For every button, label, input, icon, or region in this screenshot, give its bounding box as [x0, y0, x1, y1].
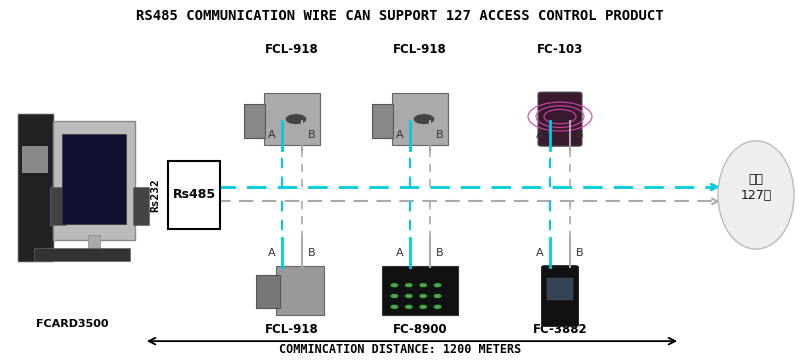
Circle shape	[414, 115, 434, 123]
Text: FCL-918: FCL-918	[265, 43, 319, 56]
Text: RS485 COMMUNICATION WIRE CAN SUPPORT 127 ACCESS CONTROL PRODUCT: RS485 COMMUNICATION WIRE CAN SUPPORT 127…	[136, 9, 664, 23]
Text: B: B	[308, 130, 316, 140]
FancyBboxPatch shape	[133, 187, 149, 225]
FancyBboxPatch shape	[382, 266, 458, 315]
Text: FCARD3500: FCARD3500	[36, 318, 108, 329]
FancyBboxPatch shape	[50, 187, 66, 225]
FancyBboxPatch shape	[538, 92, 582, 146]
Text: FCL-918: FCL-918	[265, 323, 319, 336]
Text: B: B	[576, 130, 584, 140]
Circle shape	[406, 305, 412, 308]
FancyBboxPatch shape	[18, 114, 53, 261]
Ellipse shape	[718, 141, 794, 249]
FancyBboxPatch shape	[22, 164, 48, 173]
Text: FC-8900: FC-8900	[393, 323, 447, 336]
Circle shape	[434, 295, 441, 297]
FancyBboxPatch shape	[373, 104, 394, 138]
Text: FC-103: FC-103	[537, 43, 583, 56]
FancyBboxPatch shape	[542, 266, 578, 326]
Circle shape	[434, 305, 441, 308]
FancyBboxPatch shape	[22, 155, 48, 164]
Text: A: A	[536, 248, 544, 258]
Circle shape	[391, 305, 398, 308]
Text: COMMINCATION DISTANCE: 1200 METERS: COMMINCATION DISTANCE: 1200 METERS	[279, 343, 521, 356]
Circle shape	[434, 284, 441, 287]
Text: Rs485: Rs485	[173, 188, 215, 201]
Text: B: B	[576, 248, 584, 258]
Text: A: A	[396, 130, 404, 140]
Circle shape	[286, 115, 306, 123]
Text: A: A	[536, 130, 544, 140]
Circle shape	[406, 295, 412, 297]
FancyBboxPatch shape	[22, 146, 48, 155]
FancyBboxPatch shape	[88, 235, 101, 249]
FancyBboxPatch shape	[547, 278, 573, 300]
Text: Rs232: Rs232	[150, 178, 160, 212]
Circle shape	[391, 295, 398, 297]
Text: FCL-918: FCL-918	[393, 43, 447, 56]
Text: B: B	[436, 248, 444, 258]
FancyBboxPatch shape	[245, 104, 266, 138]
Circle shape	[420, 284, 426, 287]
FancyBboxPatch shape	[256, 275, 280, 308]
FancyBboxPatch shape	[275, 266, 325, 315]
Text: B: B	[436, 130, 444, 140]
FancyBboxPatch shape	[53, 121, 135, 240]
Text: B: B	[308, 248, 316, 258]
Circle shape	[420, 305, 426, 308]
Text: A: A	[396, 248, 404, 258]
FancyBboxPatch shape	[264, 93, 321, 145]
Text: A: A	[268, 248, 276, 258]
Text: FC-3882: FC-3882	[533, 323, 587, 336]
Circle shape	[420, 295, 426, 297]
Circle shape	[406, 284, 412, 287]
FancyBboxPatch shape	[168, 161, 220, 229]
Circle shape	[391, 284, 398, 287]
Text: A: A	[268, 130, 276, 140]
FancyBboxPatch shape	[34, 248, 130, 261]
FancyBboxPatch shape	[62, 134, 126, 224]
FancyBboxPatch shape	[392, 93, 448, 145]
Text: 最大
127台: 最大 127台	[740, 173, 772, 202]
